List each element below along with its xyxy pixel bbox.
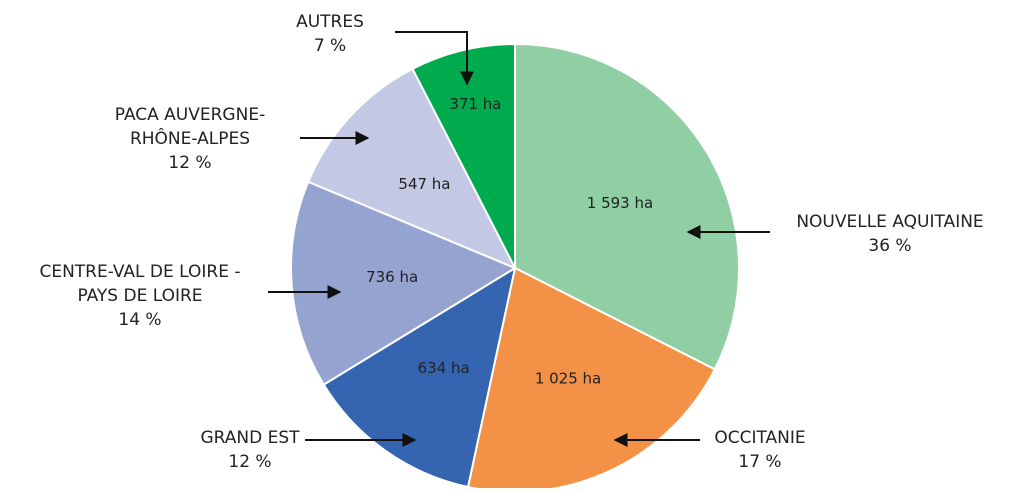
category-label: NOUVELLE AQUITAINE (796, 212, 983, 232)
share-label: 17 % (738, 452, 781, 472)
share-label: 14 % (118, 310, 161, 330)
category-label: AUTRES (296, 12, 364, 32)
slice (322, 265, 517, 489)
share-label: 12 % (228, 452, 271, 472)
labels: 1 593 ha 1 025 ha 634 ha 736 ha 547 ha 371 ha… (39, 12, 983, 472)
slice (290, 180, 518, 386)
value-label: 547 ha (398, 175, 450, 193)
pie (290, 42, 740, 492)
value-label: 736 ha (366, 268, 418, 286)
value-label: 1 025 ha (535, 370, 601, 388)
category-label: CENTRE-VAL DE LOIRE - (39, 262, 240, 282)
share-label: 7 % (314, 36, 346, 56)
arrow (395, 31, 474, 86)
slice (411, 42, 516, 269)
category-label: PACA AUVERGNE- (115, 105, 265, 125)
slice (514, 42, 740, 371)
value-label: 1 593 ha (587, 194, 653, 212)
category-label: GRAND EST (200, 428, 300, 448)
share-label: 12 % (168, 153, 211, 173)
value-label: 634 ha (418, 359, 470, 377)
share-label: 36 % (868, 236, 911, 256)
category-label: PAYS DE LOIRE (77, 286, 202, 306)
category-label: RHÔNE-ALPES (130, 127, 250, 149)
category-label: OCCITANIE (714, 428, 805, 448)
slice (306, 67, 518, 270)
value-label: 371 ha (449, 95, 501, 113)
